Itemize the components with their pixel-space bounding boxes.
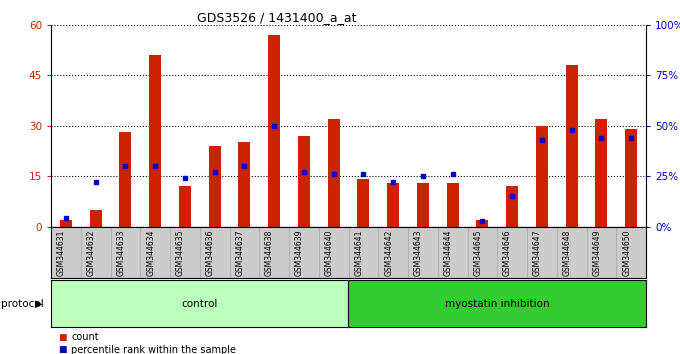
Text: GSM344637: GSM344637 — [235, 230, 244, 276]
Bar — [149, 55, 161, 227]
Bar — [60, 220, 72, 227]
Bar — [625, 129, 637, 227]
Bar — [417, 183, 429, 227]
Text: GSM344632: GSM344632 — [86, 230, 96, 276]
Text: GSM344638: GSM344638 — [265, 230, 274, 276]
Text: GSM344635: GSM344635 — [176, 230, 185, 276]
Text: GSM344640: GSM344640 — [324, 230, 334, 276]
Text: GSM344644: GSM344644 — [443, 230, 453, 276]
Text: myostatin inhibition: myostatin inhibition — [445, 298, 549, 309]
Text: GSM344643: GSM344643 — [414, 230, 423, 276]
Text: ▶: ▶ — [35, 298, 43, 309]
Bar — [120, 132, 131, 227]
Text: GSM344649: GSM344649 — [592, 230, 601, 276]
Bar — [328, 119, 339, 227]
Text: ■: ■ — [58, 332, 67, 342]
Bar — [179, 186, 191, 227]
Text: count: count — [71, 332, 99, 342]
Text: GSM344642: GSM344642 — [384, 230, 393, 276]
Bar — [477, 220, 488, 227]
Text: GSM344633: GSM344633 — [116, 230, 125, 276]
Bar — [268, 35, 280, 227]
Bar — [209, 146, 220, 227]
Text: GSM344631: GSM344631 — [57, 230, 66, 276]
Bar — [506, 186, 518, 227]
Bar — [358, 179, 369, 227]
Text: GSM344645: GSM344645 — [473, 230, 482, 276]
Bar — [298, 136, 310, 227]
Bar — [239, 143, 250, 227]
Text: control: control — [182, 298, 218, 309]
Bar — [596, 119, 607, 227]
Bar — [447, 183, 458, 227]
Text: protocol: protocol — [1, 298, 44, 309]
Text: GSM344641: GSM344641 — [354, 230, 363, 276]
Text: GSM344634: GSM344634 — [146, 230, 155, 276]
Text: ■: ■ — [58, 345, 67, 354]
Text: GSM344648: GSM344648 — [562, 230, 572, 276]
Text: GDS3526 / 1431400_a_at: GDS3526 / 1431400_a_at — [197, 11, 357, 24]
Text: GSM344650: GSM344650 — [622, 230, 631, 276]
Bar — [90, 210, 101, 227]
Text: GSM344639: GSM344639 — [295, 230, 304, 276]
Bar — [387, 183, 399, 227]
Text: GSM344636: GSM344636 — [205, 230, 215, 276]
Bar — [566, 65, 577, 227]
Bar — [536, 126, 548, 227]
Text: GSM344646: GSM344646 — [503, 230, 512, 276]
Text: percentile rank within the sample: percentile rank within the sample — [71, 345, 237, 354]
Text: GSM344647: GSM344647 — [533, 230, 542, 276]
